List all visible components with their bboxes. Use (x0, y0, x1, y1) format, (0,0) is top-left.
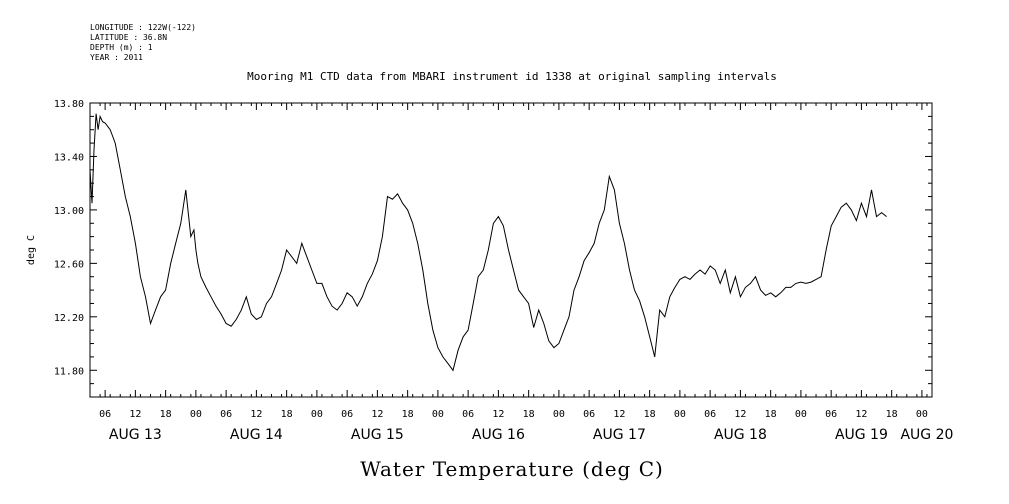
meta-latitude: LATITUDE : 36.8N (90, 33, 167, 42)
series-line-water-temperature (89, 113, 887, 372)
x-hour-label: 00 (674, 409, 686, 420)
meta-depth: DEPTH (m) : 1 (90, 43, 153, 52)
x-hour-label: 12 (250, 409, 262, 420)
series-group (89, 113, 887, 372)
x-hour-label: 18 (886, 409, 898, 420)
x-hour-label: 00 (311, 409, 323, 420)
x-hour-label: 00 (795, 409, 807, 420)
plot-frame (89, 102, 933, 398)
y-tick-label: 11.80 (54, 366, 84, 377)
x-hour-label: 18 (402, 409, 414, 420)
x-hour-label: 18 (523, 409, 535, 420)
y-axis-label: deg C (26, 235, 37, 265)
x-hour-label: 18 (281, 409, 293, 420)
x-hour-label: 18 (765, 409, 777, 420)
x-day-label: AUG 13 (109, 427, 162, 443)
y-tick-label: 12.60 (54, 259, 84, 270)
x-day-label: AUG 19 (835, 427, 888, 443)
x-day-label: AUG 15 (351, 427, 404, 443)
x-hour-label: 06 (583, 409, 595, 420)
y-tick-label: 12.20 (54, 313, 84, 324)
x-hour-label: 12 (613, 409, 625, 420)
x-hour-label: 12 (855, 409, 867, 420)
x-hour-label: 06 (704, 409, 716, 420)
meta-longitude: LONGITUDE : 122W(-122) (90, 23, 196, 32)
y-tick-label: 13.40 (54, 152, 84, 163)
meta-year: YEAR : 2011 (90, 53, 143, 62)
y-tick-label: 13.00 (54, 206, 84, 217)
x-hour-label: 12 (734, 409, 746, 420)
x-hour-label: 12 (492, 409, 504, 420)
x-hour-label: 12 (371, 409, 383, 420)
x-axis: 06 12 18 00 06 12 18 00 06 12 18 00 06 12 18 00 06 12 18 00… (89, 103, 953, 443)
x-hour-label: 18 (160, 409, 172, 420)
x-hour-label: 00 (432, 409, 444, 420)
x-hour-label: 06 (220, 409, 232, 420)
x-hour-label: 12 (129, 409, 141, 420)
x-day-label: AUG 14 (230, 427, 283, 443)
x-day-label: AUG 18 (714, 427, 767, 443)
x-hour-label: 06 (462, 409, 474, 420)
x-hour-label: 06 (825, 409, 837, 420)
x-hour-label: 06 (341, 409, 353, 420)
x-hour-label: 00 (553, 409, 565, 420)
x-day-label: AUG 17 (593, 427, 646, 443)
x-day-label: AUG 16 (472, 427, 525, 443)
x-hour-label: 00 (190, 409, 202, 420)
y-axis: 11.80 12.20 12.60 13.00 13.40 13.80 (54, 99, 932, 398)
x-hour-label: 18 (644, 409, 656, 420)
x-day-label: AUG 20 (900, 427, 953, 443)
x-hour-label: 06 (99, 409, 111, 420)
x-hour-label: 00 (916, 409, 928, 420)
x-axis-label: Water Temperature (deg C) (360, 457, 664, 481)
chart-title: Mooring M1 CTD data from MBARI instrumen… (247, 70, 777, 83)
y-tick-label: 13.80 (54, 99, 84, 110)
